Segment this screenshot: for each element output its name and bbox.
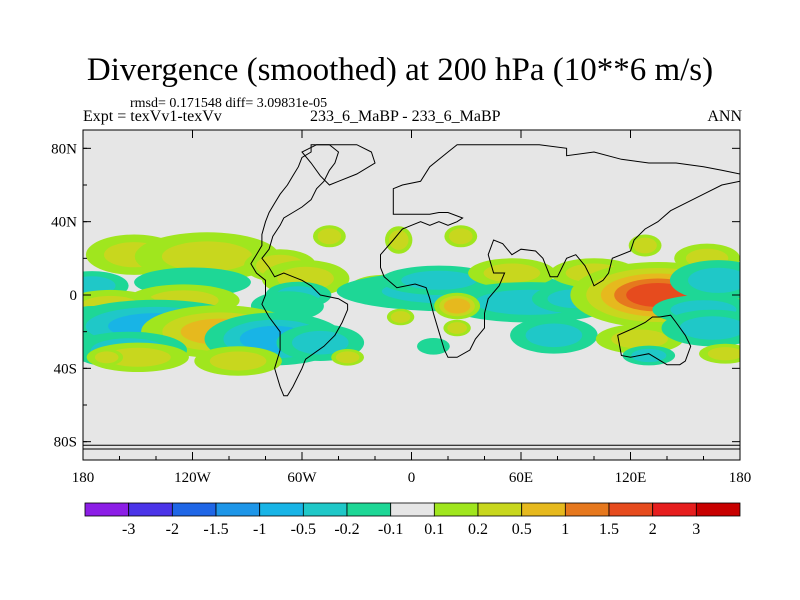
colorbar-swatch <box>84 502 130 517</box>
y-tick-label: 80N <box>51 141 77 157</box>
anomaly-region <box>595 324 684 354</box>
anomaly-region <box>510 317 598 354</box>
chart-title: Divergence (smoothed) at 200 hPa (10**6 … <box>86 52 714 88</box>
contour-level-fill <box>483 263 541 283</box>
anomaly-region <box>194 346 282 376</box>
anomaly-region <box>385 226 413 254</box>
colorbar-swatch <box>346 502 392 517</box>
coastline-australia <box>617 314 692 366</box>
colorbar: -3 -2 -1.5 -1 -0.5 -0.2 -0.1 0.1 0.2 0.5 1 1.5 2 3 <box>84 502 741 538</box>
contour-level-fill <box>390 311 411 323</box>
contour-level-fill <box>292 330 349 355</box>
anomaly-region <box>468 258 556 288</box>
y-tick-label: 80S <box>54 435 77 451</box>
coastline-greenland <box>301 144 376 186</box>
colorbar-swatch <box>390 502 435 517</box>
colorbar-label: 1 <box>561 521 569 538</box>
colorbar-label: 2 <box>649 521 657 538</box>
anomaly-region <box>669 260 740 301</box>
coastlines <box>83 144 740 450</box>
anomaly-region <box>622 345 676 366</box>
divergence-field <box>83 225 740 376</box>
y-tick-label: 0 <box>70 288 78 304</box>
anomaly-region <box>444 225 478 248</box>
x-tick-label: 180 <box>72 470 95 486</box>
colorbar-swatch <box>608 502 654 517</box>
colorbar-swatch <box>695 502 741 517</box>
contour-level-fill <box>688 267 740 293</box>
colorbar-swatch <box>433 502 479 517</box>
colorbar-swatch <box>215 502 261 517</box>
anomaly-region <box>417 338 450 355</box>
contour-level-fill <box>707 347 740 361</box>
anomaly-region <box>386 308 415 326</box>
contour-level-fill <box>631 348 667 363</box>
x-tick-label: 120W <box>174 470 212 486</box>
anomaly-region <box>313 225 346 248</box>
contour-level-fill <box>449 228 473 245</box>
case-label: 233_6_MaBP - 233_6_MaBP <box>310 108 501 125</box>
colorbar-swatch <box>652 502 697 517</box>
colorbar-label: -0.5 <box>291 521 316 538</box>
season-label: ANN <box>707 108 742 125</box>
colorbar-label: -3 <box>122 521 135 538</box>
anomaly-region <box>628 234 662 257</box>
experiment-label: Expt = texVv1-texVv <box>83 108 222 125</box>
contour-level-fill <box>94 351 119 364</box>
anomaly-region <box>380 265 498 295</box>
colorbar-label: 1.5 <box>599 521 619 538</box>
colorbar-label: -2 <box>166 521 179 538</box>
colorbar-swatch <box>171 502 217 517</box>
contour-level-fill <box>335 351 360 364</box>
coastline-eurasia_africa <box>380 144 740 358</box>
contour-level-fill <box>417 338 450 355</box>
colorbar-label: 0.1 <box>424 521 444 538</box>
anomaly-region <box>699 343 740 364</box>
anomaly-region <box>661 309 740 347</box>
colorbar-swatch <box>477 502 523 517</box>
colorbar-swatch <box>564 502 610 517</box>
contour-level-fill <box>633 237 657 254</box>
contour-level-fill <box>611 329 668 349</box>
anomaly-region <box>443 319 471 337</box>
contour-level-fill <box>679 316 740 340</box>
x-tick-label: 120E <box>615 470 647 486</box>
x-tick-label: 0 <box>408 470 416 486</box>
contour-level-fill <box>104 347 171 367</box>
contour-level-fill <box>161 241 253 272</box>
coastline-americas <box>250 144 349 397</box>
contour-level-fill <box>401 270 477 290</box>
colorbar-label: -0.2 <box>334 521 359 538</box>
colorbar-swatch <box>302 502 348 517</box>
y-tick-label: 40S <box>54 361 77 377</box>
coastline-antarctica <box>83 444 740 450</box>
colorbar-swatch <box>128 502 173 517</box>
colorbar-label: 3 <box>692 521 700 538</box>
contour-level-fill <box>209 351 267 371</box>
anomaly-region <box>434 292 481 320</box>
contour-level-fill <box>388 230 409 250</box>
colorbar-label: -0.1 <box>378 521 403 538</box>
y-tick-label: 40N <box>51 215 77 231</box>
x-tick-label: 60W <box>287 470 317 486</box>
anomaly-region <box>331 349 364 366</box>
x-tick-label: 60E <box>509 470 533 486</box>
rmsd-diff-stats: rmsd= 0.171548 diff= 3.09831e-05 <box>130 96 328 111</box>
y-axis: 80N 40N 0 40S 80S <box>51 141 740 451</box>
colorbar-swatch <box>259 502 304 517</box>
colorbar-label: 0.5 <box>512 521 532 538</box>
contour-level-fill <box>447 322 467 334</box>
colorbar-swatch <box>521 502 566 517</box>
contour-level-fill <box>525 323 583 348</box>
colorbar-label: -1.5 <box>203 521 228 538</box>
colorbar-label: 0.2 <box>468 521 488 538</box>
anomaly-region <box>90 349 124 366</box>
contour-level-fill <box>443 298 471 314</box>
x-axis: 180 120W 60W 0 60E 120E 180 <box>72 130 752 486</box>
x-tick-label: 180 <box>729 470 752 486</box>
colorbar-label: -1 <box>253 521 266 538</box>
contour-level-fill <box>317 228 342 245</box>
